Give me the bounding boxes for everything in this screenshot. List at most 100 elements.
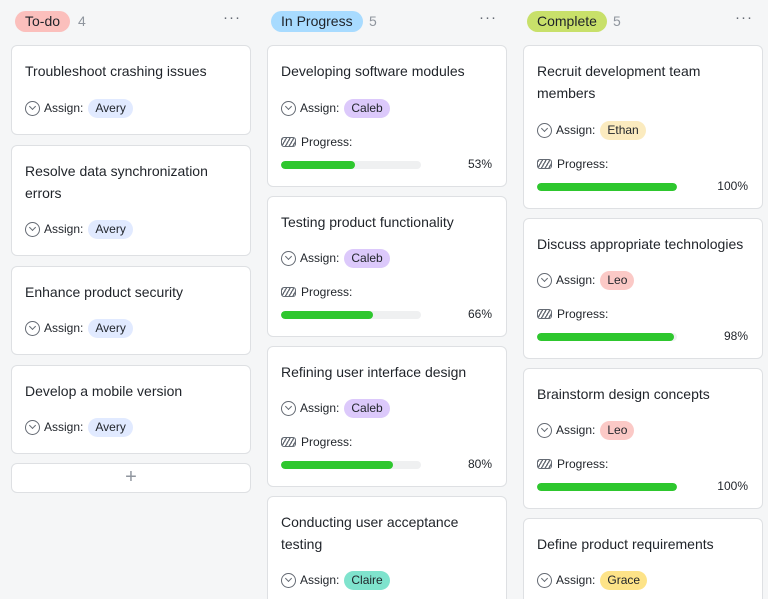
assignee-tag[interactable]: Avery bbox=[88, 318, 133, 338]
assign-label: Assign: bbox=[300, 573, 340, 587]
assign-field: Assign: Avery bbox=[25, 219, 133, 239]
assignee-tag[interactable]: Caleb bbox=[344, 98, 390, 118]
more-options-icon[interactable]: ··· bbox=[223, 9, 241, 26]
column-header: In Progress 5 ··· bbox=[267, 0, 507, 44]
assign-label: Assign: bbox=[300, 251, 340, 265]
assign-icon bbox=[25, 419, 40, 435]
task-card[interactable]: Recruit development team members Assign:… bbox=[523, 45, 763, 209]
progress-field: Progress: bbox=[281, 284, 352, 300]
assignee-tag[interactable]: Leo bbox=[600, 270, 635, 290]
progress-field: Progress: bbox=[537, 306, 608, 322]
assign-label: Assign: bbox=[556, 123, 596, 137]
progress-icon bbox=[281, 437, 296, 447]
assignee-tag[interactable]: Grace bbox=[600, 570, 648, 590]
progress-percent: 80% bbox=[467, 457, 492, 471]
assign-icon bbox=[281, 250, 296, 266]
card-title: Testing product functionality bbox=[281, 214, 454, 230]
assign-label: Assign: bbox=[44, 101, 84, 115]
task-card[interactable]: Discuss appropriate technologies Assign:… bbox=[523, 218, 763, 359]
progress-label: Progress: bbox=[301, 435, 353, 449]
assign-label: Assign: bbox=[556, 573, 596, 587]
assign-field: Assign: Caleb bbox=[281, 248, 390, 268]
progress-fill bbox=[537, 183, 677, 191]
progress-bar bbox=[281, 461, 421, 469]
card-title: Troubleshoot crashing issues bbox=[25, 63, 207, 79]
assignee-tag[interactable]: Ethan bbox=[600, 120, 646, 140]
assignee-tag[interactable]: Leo bbox=[600, 420, 635, 440]
column-in-progress: In Progress 5 ··· Developing software mo… bbox=[267, 0, 507, 599]
task-card[interactable]: Define product requirements Assign: Grac… bbox=[523, 518, 763, 599]
progress-bar bbox=[537, 333, 677, 341]
assign-field: Assign: Leo bbox=[537, 270, 635, 290]
task-card[interactable]: Conducting user acceptance testing Assig… bbox=[267, 496, 507, 599]
progress-fill bbox=[537, 333, 675, 341]
assignee-tag[interactable]: Avery bbox=[88, 417, 133, 437]
progress-label: Progress: bbox=[557, 157, 609, 171]
assign-label: Assign: bbox=[300, 401, 340, 415]
task-card[interactable]: Brainstorm design concepts Assign: Leo P… bbox=[523, 368, 763, 509]
progress-label: Progress: bbox=[301, 135, 353, 149]
progress-fill bbox=[537, 483, 677, 491]
card-title: Enhance product security bbox=[25, 284, 183, 300]
status-pill-complete[interactable]: Complete bbox=[527, 11, 607, 32]
progress-bar bbox=[281, 311, 421, 319]
assign-label: Assign: bbox=[300, 101, 340, 115]
progress-percent: 66% bbox=[467, 307, 492, 321]
progress-field: Progress: bbox=[537, 456, 608, 472]
progress-fill bbox=[281, 311, 374, 319]
column-header: Complete 5 ··· bbox=[523, 0, 763, 44]
assign-field: Assign: Caleb bbox=[281, 98, 390, 118]
assign-icon bbox=[537, 572, 552, 588]
assign-field: Assign: Avery bbox=[25, 98, 133, 118]
column-count: 4 bbox=[78, 13, 86, 29]
progress-bar bbox=[537, 183, 677, 191]
assignee-tag[interactable]: Avery bbox=[88, 98, 133, 118]
card-title: Refining user interface design bbox=[281, 364, 467, 380]
assign-field: Assign: Leo bbox=[537, 420, 635, 440]
assign-icon bbox=[25, 100, 40, 116]
card-title: Conducting user acceptance testing bbox=[281, 514, 459, 552]
status-pill-in-progress[interactable]: In Progress bbox=[271, 11, 363, 32]
column-count: 5 bbox=[369, 13, 377, 29]
assignee-tag[interactable]: Caleb bbox=[344, 248, 390, 268]
card-title: Define product requirements bbox=[537, 536, 714, 552]
card-title: Discuss appropriate technologies bbox=[537, 236, 744, 252]
progress-percent: 98% bbox=[723, 329, 748, 343]
assign-label: Assign: bbox=[44, 222, 84, 236]
assign-field: Assign: Avery bbox=[25, 318, 133, 338]
progress-icon bbox=[281, 137, 296, 147]
card-title: Resolve data synchronization errors bbox=[25, 163, 208, 201]
progress-icon bbox=[537, 309, 552, 319]
task-card[interactable]: Resolve data synchronization errors Assi… bbox=[11, 145, 251, 256]
more-options-icon[interactable]: ··· bbox=[735, 9, 753, 26]
task-card[interactable]: Refining user interface design Assign: C… bbox=[267, 346, 507, 487]
assign-label: Assign: bbox=[44, 321, 84, 335]
assign-icon bbox=[281, 100, 296, 116]
progress-percent: 53% bbox=[467, 157, 492, 171]
assign-field: Assign: Claire bbox=[281, 570, 390, 590]
status-pill-todo[interactable]: To-do bbox=[15, 11, 71, 32]
assignee-tag[interactable]: Claire bbox=[344, 570, 390, 590]
progress-icon bbox=[281, 287, 296, 297]
progress-fill bbox=[281, 461, 393, 469]
progress-field: Progress: bbox=[537, 156, 608, 172]
assign-icon bbox=[537, 272, 552, 288]
more-options-icon[interactable]: ··· bbox=[479, 9, 497, 26]
task-card[interactable]: Enhance product security Assign: Avery bbox=[11, 266, 251, 355]
task-card[interactable]: Developing software modules Assign: Cale… bbox=[267, 45, 507, 187]
assign-label: Assign: bbox=[44, 420, 84, 434]
task-card[interactable]: Troubleshoot crashing issues Assign: Ave… bbox=[11, 45, 251, 135]
assignee-tag[interactable]: Caleb bbox=[344, 398, 390, 418]
task-card[interactable]: Testing product functionality Assign: Ca… bbox=[267, 196, 507, 337]
assignee-tag[interactable]: Avery bbox=[88, 219, 133, 239]
column-count: 5 bbox=[613, 13, 621, 29]
assign-field: Assign: Ethan bbox=[537, 120, 646, 140]
card-title: Brainstorm design concepts bbox=[537, 386, 710, 402]
column-todo: To-do 4 ··· Troubleshoot crashing issues… bbox=[11, 0, 251, 493]
progress-bar bbox=[537, 483, 677, 491]
card-title: Recruit development team members bbox=[537, 63, 701, 101]
add-card-button[interactable]: + bbox=[11, 463, 251, 493]
task-card[interactable]: Develop a mobile version Assign: Avery bbox=[11, 365, 251, 454]
column-complete: Complete 5 ··· Recruit development team … bbox=[523, 0, 763, 599]
assign-icon bbox=[537, 122, 552, 138]
